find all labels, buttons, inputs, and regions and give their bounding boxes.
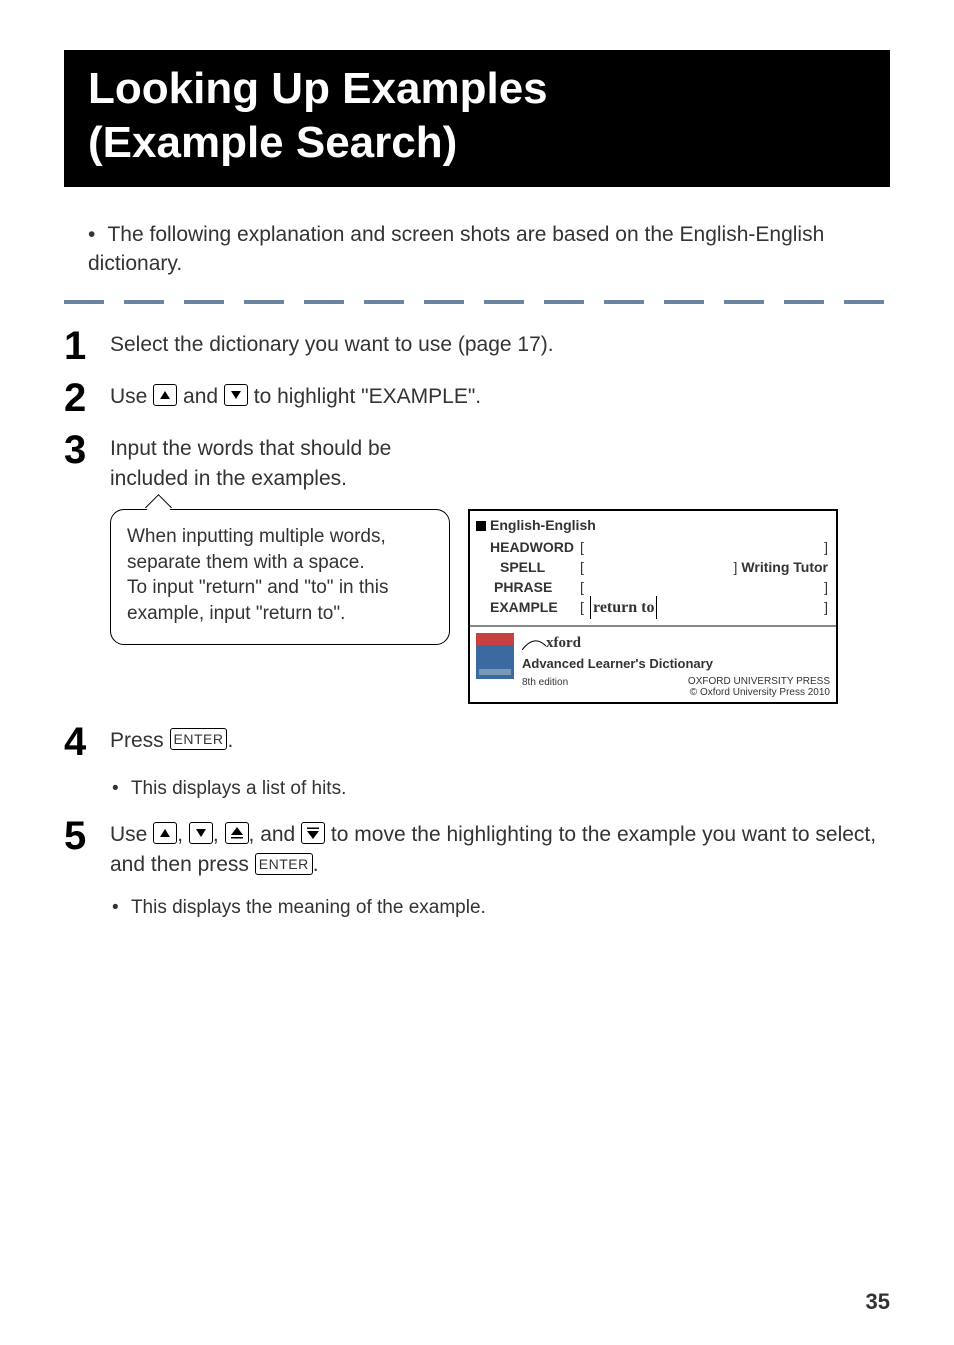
step-5-sub: • This displays the meaning of the examp… <box>112 897 890 919</box>
headword-label: HEADWORD <box>490 537 580 557</box>
writing-tutor-label: Writing Tutor <box>741 557 828 577</box>
screenshot-header-text: English-English <box>490 517 596 533</box>
bullet-icon: • <box>112 897 126 919</box>
page-number: 35 <box>866 1289 890 1315</box>
dictionary-screenshot: English-English HEADWORD [ ] SPELL [ <box>468 509 838 704</box>
page-up-key-icon <box>225 822 249 844</box>
step-2-prefix: Use <box>110 385 153 408</box>
step-3: 3 Input the words that should be include… <box>64 434 890 704</box>
bracket-icon: [ <box>580 537 590 557</box>
step-5-c1: , <box>177 823 189 846</box>
step-1: 1 Select the dictionary you want to use … <box>64 330 890 366</box>
book-title: Advanced Learner's Dictionary <box>522 655 830 674</box>
enter-key-icon: ENTER <box>170 728 228 750</box>
title-line2: (Example Search) <box>88 118 457 167</box>
book-text: xford Advanced Learner's Dictionary 8th … <box>522 633 830 698</box>
intro-content: The following explanation and screen sho… <box>88 223 824 274</box>
page-title: Looking Up Examples (Example Search) <box>88 62 866 169</box>
screenshot-book: xford Advanced Learner's Dictionary 8th … <box>470 629 836 702</box>
book-cover-icon <box>476 633 514 679</box>
step-5-number: 5 <box>64 816 110 856</box>
step-2: 2 Use and to highlight "EXAMPLE". <box>64 382 890 418</box>
divider-dashed <box>64 300 890 304</box>
enter-key-label: ENTER <box>174 729 224 749</box>
screenshot-fields: HEADWORD [ ] SPELL [ ] Writing Tutor <box>470 535 836 623</box>
bullet-icon: • <box>112 778 126 800</box>
down-arrow-key-icon <box>189 822 213 844</box>
bracket-icon: ] <box>818 597 828 617</box>
callout-text: When inputting multiple words, separate … <box>127 526 388 624</box>
field-example: EXAMPLE [ return to ] <box>490 597 828 617</box>
step-4-number: 4 <box>64 722 110 762</box>
bullet-icon: • <box>88 221 102 249</box>
step-5-c2: , <box>213 823 225 846</box>
step-2-text: Use and to highlight "EXAMPLE". <box>110 382 890 412</box>
book-brand: xford <box>546 635 581 651</box>
book-footer: 8th edition OXFORD UNIVERSITY PRESS © Ox… <box>522 676 830 698</box>
step-4-suffix: . <box>227 729 233 752</box>
bracket-icon: ] <box>818 537 828 557</box>
step-1-text: Select the dictionary you want to use (p… <box>110 330 890 360</box>
phrase-label: PHRASE <box>490 577 580 597</box>
step-1-number: 1 <box>64 326 110 366</box>
field-spell: SPELL [ ] Writing Tutor <box>490 557 828 577</box>
book-publisher-block: OXFORD UNIVERSITY PRESS © Oxford Univers… <box>688 676 830 698</box>
step-4-sub: • This displays a list of hits. <box>112 778 890 800</box>
example-label: EXAMPLE <box>490 597 580 617</box>
down-arrow-key-icon <box>224 384 248 406</box>
title-line1: Looking Up Examples <box>88 64 548 113</box>
up-arrow-key-icon <box>153 822 177 844</box>
step-4: 4 Press ENTER. <box>64 726 890 762</box>
square-icon <box>476 521 486 531</box>
bracket-icon: [ <box>580 557 590 577</box>
example-value-wrap: return to <box>590 596 818 619</box>
page: Looking Up Examples (Example Search) • T… <box>0 0 954 949</box>
curve-icon <box>522 638 546 650</box>
screenshot-header: English-English <box>470 511 836 535</box>
page-down-key-icon <box>301 822 325 844</box>
step-5-c3: , and <box>249 823 302 846</box>
step-2-mid: and <box>183 385 224 408</box>
step-5-prefix: Use <box>110 823 153 846</box>
book-copyright: © Oxford University Press 2010 <box>690 687 830 698</box>
book-brand-row: xford <box>522 633 830 655</box>
enter-key-label: ENTER <box>259 854 309 874</box>
step-3-body: Input the words that should be included … <box>110 434 890 704</box>
step-5-body: Use , , , and to move the highlighting t… <box>110 820 890 881</box>
title-block: Looking Up Examples (Example Search) <box>64 50 890 187</box>
step-3-number: 3 <box>64 430 110 470</box>
bracket-icon: [ <box>580 597 590 617</box>
step-5-suffix: . <box>313 853 319 876</box>
step-4-sub-text: This displays a list of hits. <box>131 778 346 799</box>
up-arrow-key-icon <box>153 384 177 406</box>
step-2-suffix: to highlight "EXAMPLE". <box>254 385 481 408</box>
step-5-sub-text: This displays the meaning of the example… <box>131 897 486 918</box>
step-2-number: 2 <box>64 378 110 418</box>
field-phrase: PHRASE [ ] <box>490 577 828 597</box>
step-3-text: Input the words that should be included … <box>110 434 450 495</box>
example-value: return to <box>590 596 657 619</box>
step-5: 5 Use , , , and to move the highlighting… <box>64 820 890 881</box>
spell-label: SPELL <box>490 557 580 577</box>
book-publisher: OXFORD UNIVERSITY PRESS <box>688 676 830 687</box>
enter-key-icon: ENTER <box>255 853 313 875</box>
intro-text: • The following explanation and screen s… <box>64 221 890 278</box>
screenshot-divider <box>470 625 836 627</box>
bracket-icon: ] <box>818 577 828 597</box>
bracket-icon: ] <box>727 557 737 577</box>
field-headword: HEADWORD [ ] <box>490 537 828 557</box>
step-4-body: Press ENTER. <box>110 726 890 756</box>
step-4-prefix: Press <box>110 729 170 752</box>
step-3-callout: When inputting multiple words, separate … <box>110 509 450 646</box>
step-3-row: When inputting multiple words, separate … <box>110 509 890 704</box>
bracket-icon: [ <box>580 577 590 597</box>
book-edition: 8th edition <box>522 676 568 698</box>
